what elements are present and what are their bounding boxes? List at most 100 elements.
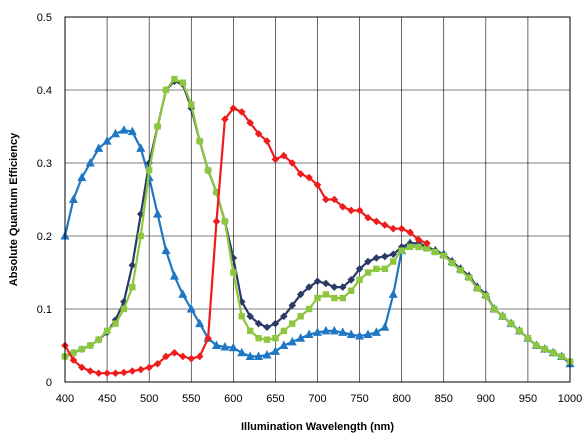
data-point	[313, 277, 322, 286]
y-tick-label: 0	[46, 377, 52, 389]
data-point	[364, 269, 372, 276]
x-tick-label: 600	[224, 393, 242, 405]
data-point	[533, 342, 540, 349]
data-point	[128, 367, 137, 375]
data-point	[373, 265, 380, 273]
data-point	[440, 252, 447, 259]
data-point	[457, 267, 464, 274]
x-tick-label: 400	[56, 393, 74, 405]
data-point	[204, 167, 212, 174]
data-point	[111, 369, 120, 378]
data-point	[381, 252, 389, 261]
data-point	[229, 104, 238, 113]
data-point	[321, 325, 331, 335]
data-point	[111, 128, 120, 138]
data-point	[287, 336, 297, 346]
x-tick-label: 650	[266, 393, 284, 405]
data-point	[230, 269, 237, 276]
data-point	[414, 235, 423, 244]
data-point	[406, 239, 414, 248]
data-point	[423, 239, 431, 248]
data-point	[305, 283, 313, 291]
data-point	[558, 353, 565, 360]
data-point	[136, 365, 145, 374]
data-point	[305, 305, 313, 313]
data-point	[120, 305, 128, 313]
data-point	[415, 243, 422, 251]
data-point	[136, 143, 146, 152]
data-point	[499, 313, 506, 320]
data-point	[255, 335, 262, 342]
data-point	[313, 181, 322, 189]
data-point	[423, 245, 431, 252]
data-point	[448, 259, 456, 267]
data-point	[254, 130, 263, 138]
y-tick-label: 0.2	[37, 231, 52, 243]
data-point	[356, 276, 363, 283]
data-point	[263, 137, 271, 145]
data-point	[322, 195, 330, 204]
data-point	[364, 213, 372, 222]
data-point	[271, 319, 280, 328]
data-point	[112, 320, 119, 327]
data-point	[288, 301, 297, 310]
data-point	[196, 137, 203, 145]
data-point	[94, 369, 103, 378]
x-tick-label: 500	[140, 393, 158, 405]
data-point	[465, 274, 473, 281]
data-point	[195, 318, 205, 328]
data-point	[246, 327, 254, 335]
data-point	[432, 248, 439, 256]
data-point	[127, 126, 137, 136]
data-point	[271, 155, 280, 164]
data-point	[338, 283, 347, 291]
data-point	[195, 352, 204, 361]
data-point	[380, 322, 390, 331]
data-point	[161, 245, 171, 255]
data-point	[331, 294, 338, 302]
data-point	[187, 354, 196, 363]
data-point	[338, 203, 347, 211]
data-point	[68, 194, 78, 203]
data-point	[272, 335, 279, 342]
data-point	[77, 172, 87, 182]
data-point	[78, 363, 86, 372]
data-point	[171, 75, 178, 83]
data-point	[347, 206, 355, 215]
data-point	[314, 294, 321, 302]
data-point	[103, 369, 111, 378]
data-point	[280, 327, 288, 335]
data-point	[549, 349, 557, 356]
x-tick-label: 550	[182, 393, 200, 405]
data-point	[288, 159, 297, 167]
data-point	[280, 151, 288, 160]
data-point	[220, 341, 230, 351]
gridlines	[64, 16, 571, 383]
data-point	[162, 86, 170, 94]
data-point	[355, 331, 365, 340]
data-point	[347, 276, 355, 284]
data-point	[102, 136, 112, 145]
data-point	[245, 351, 255, 360]
data-point	[507, 320, 515, 327]
data-point	[86, 367, 95, 375]
data-point	[254, 351, 264, 360]
data-point	[279, 340, 289, 349]
data-point	[69, 356, 78, 364]
x-tick-label: 750	[350, 393, 368, 405]
data-point	[491, 305, 498, 313]
data-point	[389, 250, 398, 259]
data-point	[524, 335, 532, 342]
data-point	[313, 327, 322, 336]
data-point	[296, 290, 305, 299]
data-point	[162, 352, 170, 361]
data-point	[238, 313, 245, 320]
data-point	[474, 285, 481, 292]
data-point	[221, 218, 229, 225]
data-point	[289, 320, 296, 327]
data-point	[212, 217, 221, 226]
data-point	[397, 243, 406, 251]
data-point	[178, 289, 188, 298]
x-tick-label: 850	[435, 393, 453, 405]
data-point	[541, 345, 548, 353]
